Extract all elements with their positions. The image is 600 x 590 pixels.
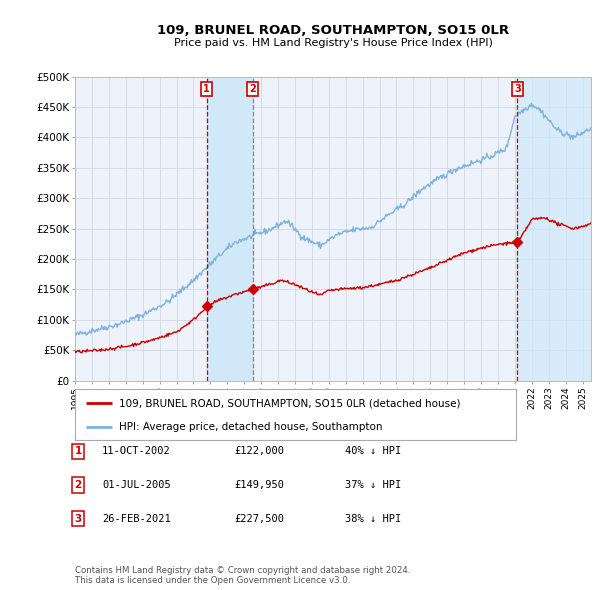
Text: Contains HM Land Registry data © Crown copyright and database right 2024.: Contains HM Land Registry data © Crown c… xyxy=(75,566,410,575)
Text: This data is licensed under the Open Government Licence v3.0.: This data is licensed under the Open Gov… xyxy=(75,576,350,585)
Bar xyxy=(206,77,253,381)
Text: 26-FEB-2021: 26-FEB-2021 xyxy=(102,514,171,523)
Text: 37% ↓ HPI: 37% ↓ HPI xyxy=(345,480,401,490)
Text: 01-JUL-2005: 01-JUL-2005 xyxy=(102,480,171,490)
Text: 40% ↓ HPI: 40% ↓ HPI xyxy=(345,447,401,456)
Text: 1: 1 xyxy=(203,84,210,94)
Text: 109, BRUNEL ROAD, SOUTHAMPTON, SO15 0LR (detached house): 109, BRUNEL ROAD, SOUTHAMPTON, SO15 0LR … xyxy=(119,398,461,408)
Text: £149,950: £149,950 xyxy=(234,480,284,490)
Bar xyxy=(517,77,591,381)
Text: Price paid vs. HM Land Registry's House Price Index (HPI): Price paid vs. HM Land Registry's House … xyxy=(173,38,493,48)
Text: 109, BRUNEL ROAD, SOUTHAMPTON, SO15 0LR: 109, BRUNEL ROAD, SOUTHAMPTON, SO15 0LR xyxy=(157,24,509,37)
Text: 3: 3 xyxy=(74,514,82,523)
Text: HPI: Average price, detached house, Southampton: HPI: Average price, detached house, Sout… xyxy=(119,421,383,431)
Text: £227,500: £227,500 xyxy=(234,514,284,523)
Text: 3: 3 xyxy=(514,84,521,94)
Text: 2: 2 xyxy=(74,480,82,490)
Text: 11-OCT-2002: 11-OCT-2002 xyxy=(102,447,171,456)
Text: 2: 2 xyxy=(249,84,256,94)
Text: £122,000: £122,000 xyxy=(234,447,284,456)
Text: 38% ↓ HPI: 38% ↓ HPI xyxy=(345,514,401,523)
Text: 1: 1 xyxy=(74,447,82,456)
